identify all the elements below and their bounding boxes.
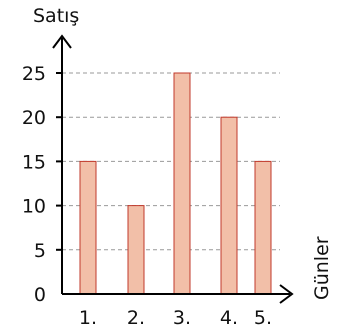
y-tick-label: 20 — [22, 107, 46, 129]
x-tick-label: 1. — [79, 307, 97, 329]
axes — [52, 34, 294, 304]
y-ticks: 0 5 10 15 20 25 — [22, 63, 62, 306]
x-tick-label: 5. — [254, 307, 272, 329]
y-axis-arrow — [52, 34, 72, 49]
x-tick-label: 4. — [220, 307, 238, 329]
bars — [79, 72, 272, 295]
y-tick-label: 10 — [22, 196, 46, 218]
x-ticks: 1. 2. 3. 4. 5. — [79, 307, 272, 329]
y-tick-label: 0 — [34, 284, 46, 306]
y-tick-label: 15 — [22, 151, 46, 173]
y-tick-label: 25 — [22, 63, 46, 85]
bar-2 — [127, 205, 145, 295]
bar-4 — [220, 116, 238, 295]
x-axis-arrow — [279, 284, 294, 304]
gridlines — [62, 72, 280, 251]
x-tick-label: 2. — [127, 307, 145, 329]
bar-1 — [79, 160, 97, 295]
bar-5 — [254, 160, 272, 295]
x-axis-title: Günler — [311, 236, 333, 300]
bar-3 — [173, 72, 191, 295]
y-tick-label: 5 — [34, 240, 46, 262]
x-tick-label: 3. — [173, 307, 191, 329]
y-axis-title: Satış — [33, 5, 79, 27]
